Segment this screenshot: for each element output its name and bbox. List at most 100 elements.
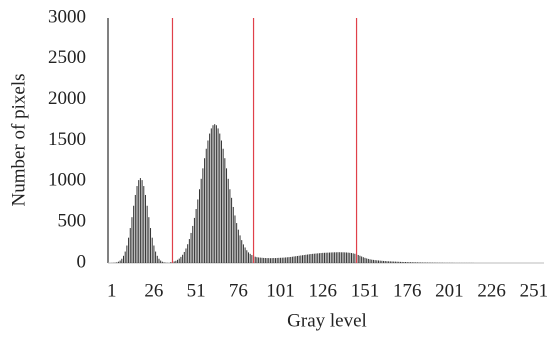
bar	[347, 252, 349, 263]
bar	[254, 256, 256, 263]
bar	[183, 251, 185, 263]
bar	[246, 250, 248, 263]
bar	[271, 258, 273, 263]
bar	[386, 261, 388, 263]
bar	[302, 255, 304, 263]
bar	[190, 232, 192, 263]
bar	[217, 128, 219, 263]
bar	[226, 168, 228, 263]
bar	[129, 228, 131, 263]
bar	[155, 251, 157, 263]
bar	[269, 258, 271, 263]
bar	[340, 252, 342, 263]
bar	[229, 189, 231, 263]
bar	[188, 239, 190, 263]
bar	[337, 252, 339, 263]
bar	[136, 186, 138, 263]
bar	[315, 253, 317, 263]
bar	[401, 261, 403, 263]
y-axis-title: Number of pixels	[8, 74, 29, 207]
bar	[399, 261, 401, 263]
y-tick-label: 2500	[48, 47, 86, 68]
bar	[366, 258, 368, 263]
bar	[121, 258, 123, 263]
bar	[231, 197, 233, 263]
bar	[335, 252, 337, 263]
bar	[280, 257, 282, 263]
bar	[200, 178, 202, 263]
bar	[376, 260, 378, 263]
bar	[227, 178, 229, 263]
bar	[286, 257, 288, 263]
bar	[334, 252, 336, 263]
x-tick-label: 176	[393, 280, 422, 301]
bar	[418, 262, 420, 263]
x-tick-label: 151	[351, 280, 380, 301]
bar	[357, 254, 359, 263]
bar	[261, 257, 263, 263]
bar	[364, 257, 366, 263]
bar	[236, 223, 238, 263]
bar	[192, 225, 194, 263]
bar	[308, 254, 310, 263]
bar	[198, 189, 201, 263]
bar	[148, 217, 150, 263]
bar	[396, 261, 398, 263]
bar	[278, 257, 280, 263]
bar	[323, 252, 325, 263]
bar	[339, 252, 341, 263]
bar	[177, 259, 179, 263]
bar	[362, 257, 364, 263]
bar	[307, 254, 309, 263]
bar	[214, 124, 216, 264]
x-tick-label: 251	[520, 280, 549, 301]
bar	[394, 261, 396, 263]
bar	[393, 261, 395, 263]
bar	[138, 180, 140, 263]
bar	[320, 253, 322, 263]
bar	[205, 148, 207, 263]
bar	[276, 257, 278, 263]
bar	[124, 251, 126, 263]
x-tick-label: 26	[144, 280, 163, 301]
bar	[239, 235, 241, 263]
bar	[268, 258, 270, 263]
bar	[156, 255, 158, 263]
bar	[388, 261, 390, 263]
bar	[141, 180, 143, 263]
bar	[175, 260, 177, 263]
bar	[212, 125, 214, 263]
bar	[372, 259, 374, 263]
bar	[283, 257, 285, 263]
bar	[296, 255, 298, 263]
bar	[325, 252, 327, 263]
bar	[180, 256, 182, 263]
bar	[264, 258, 266, 263]
bar	[204, 158, 206, 263]
bar	[411, 262, 413, 263]
bar	[128, 237, 130, 263]
bar	[143, 186, 145, 263]
bar	[258, 257, 260, 263]
bar	[415, 262, 417, 263]
x-axis-title: Gray level	[287, 310, 367, 331]
bar	[131, 217, 133, 263]
bar	[151, 237, 153, 263]
bar	[178, 258, 180, 263]
bar	[330, 252, 332, 263]
bar	[398, 261, 400, 263]
bar	[313, 253, 315, 263]
bar	[160, 260, 162, 263]
bar	[312, 253, 314, 263]
x-tick-label: 51	[187, 280, 206, 301]
bar	[185, 248, 187, 263]
bar	[342, 252, 344, 263]
bar	[241, 240, 243, 263]
bar	[416, 262, 418, 263]
bar	[403, 262, 405, 263]
y-tick-label: 2000	[48, 88, 86, 109]
bar	[158, 258, 160, 263]
bar	[133, 205, 135, 263]
bar	[123, 255, 125, 263]
bar	[146, 205, 148, 263]
